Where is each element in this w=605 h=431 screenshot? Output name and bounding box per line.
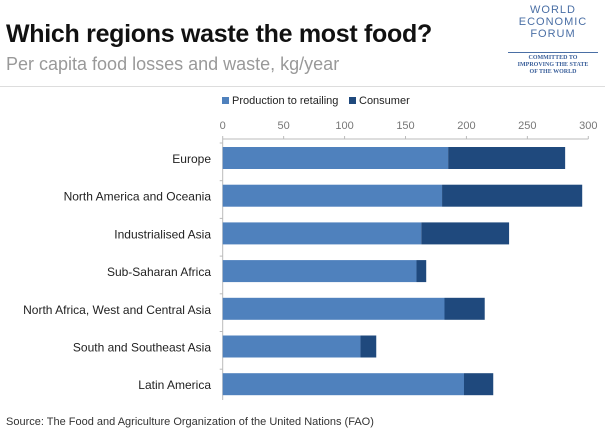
bar-segment [360,335,377,358]
category-label: South and Southeast Asia [73,341,211,355]
category-label: North Africa, West and Central Asia [23,303,211,317]
x-tick-label: 50 [278,120,290,132]
bar-segment [222,335,361,358]
logo-tagline: COMMITTED TO IMPROVING THE STATE OF THE WO… [508,52,598,76]
bar-segment [222,297,445,320]
category-label: North America and Oceania [64,190,212,204]
category-label: Sub-Saharan Africa [107,265,211,279]
source-note: Source: The Food and Agriculture Organiz… [6,416,374,428]
legend-label: Production to retailing [232,95,338,107]
x-tick-label: 0 [220,120,226,132]
bar-segment [222,373,464,396]
x-tick-label: 250 [518,120,536,132]
bar-segment [448,147,566,169]
legend-label: Consumer [359,95,410,107]
wef-logo: WORLD ECONOMIC FORUM COMMITTED TO IMPROVING… [508,4,598,76]
bar-segment [444,297,485,320]
logo-wordmark: WORLD ECONOMIC FORUM [518,4,588,40]
bar-segment [222,222,422,245]
bar-segment [416,260,427,283]
page-title: Which regions waste the most food? [6,20,432,48]
bar-segment [222,260,417,283]
category-label: Latin America [138,378,211,392]
bar-segment [463,373,494,396]
bar-segment [222,184,443,207]
category-label: Industrialised Asia [114,227,211,241]
x-tick-label: 200 [457,120,475,132]
page-subtitle: Per capita food losses and waste, kg/yea… [6,54,340,74]
x-tick-label: 300 [579,120,597,132]
bar-segment [222,147,449,169]
divider [0,86,605,87]
category-label: Europe [172,152,211,166]
bar-segment [421,222,510,245]
x-tick-label: 100 [335,120,353,132]
legend-swatch [222,97,229,104]
legend-swatch [349,97,356,104]
x-tick-label: 150 [396,120,414,132]
bar-segment [442,184,583,207]
